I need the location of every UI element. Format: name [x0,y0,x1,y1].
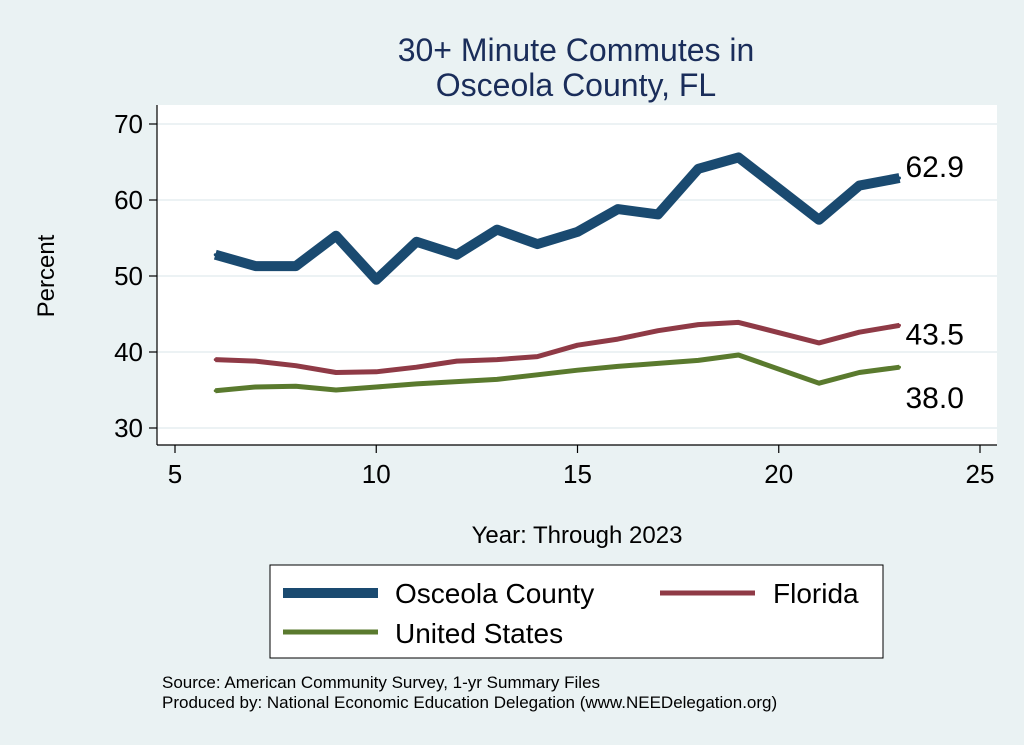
x-tick-label: 20 [764,459,793,489]
data-point [616,207,620,211]
y-tick-label: 50 [114,261,143,291]
legend-box [269,564,884,659]
data-point [696,358,700,362]
end-value-label: 38.0 [906,382,964,415]
producer-note: Produced by: National Economic Education… [162,693,777,712]
data-point [857,184,861,188]
data-point [213,358,217,362]
data-point [495,358,499,362]
data-point [495,228,499,232]
data-point [817,381,821,385]
data-point [656,212,660,216]
data-point [294,264,298,268]
data-point [576,230,579,234]
data-point [696,167,700,171]
axis-ticks: 30 40 50 60 70 5 10 15 20 25 [114,109,994,489]
data-point [334,371,338,375]
legend-label: Florida [773,578,859,609]
data-point [616,337,620,341]
legend-label: United States [395,618,563,649]
end-value-label: 43.5 [906,318,964,351]
data-point [495,377,499,381]
x-tick-label: 25 [966,459,995,489]
y-tick-label: 60 [114,185,143,215]
y-tick-label: 70 [114,109,143,139]
data-point [254,264,257,268]
legend: Osceola County Florida United States [283,578,859,649]
data-point [737,320,740,324]
data-point [294,384,298,388]
data-point [455,380,459,384]
x-tick-label: 5 [168,459,182,489]
x-tick-label: 15 [563,459,592,489]
data-point [616,364,620,368]
data-point [535,355,539,359]
data-point [817,218,821,222]
y-tick-label: 40 [114,337,143,367]
data-point [576,368,579,372]
y-axis-title: Percent [33,234,60,317]
chart-title-line-1: 30+ Minute Commutes in [398,32,755,68]
end-labels: 62.9 43.5 38.0 [906,151,964,415]
data-point [334,388,338,392]
data-point [898,323,901,327]
data-point [737,155,740,159]
data-point [857,371,861,375]
data-point [455,253,459,257]
data-point [817,341,821,345]
data-point [656,361,660,365]
series-lines [213,152,901,394]
data-point [294,364,298,368]
data-point [576,343,579,347]
data-point [857,330,861,334]
data-point [374,370,378,374]
plot-area [157,105,997,445]
data-point [696,323,700,327]
data-point [535,373,539,377]
data-point [656,329,660,333]
data-point [415,365,418,369]
data-point [898,176,901,180]
grid [157,123,997,429]
y-tick-label: 30 [114,413,143,443]
data-point [254,359,257,363]
data-point [415,240,418,244]
legend-label: Osceola County [395,578,594,609]
source-note: Source: American Community Survey, 1-yr … [162,673,600,692]
chart-title-line-2: Osceola County, FL [436,67,716,103]
data-point [213,389,217,393]
data-point [213,253,217,257]
data-point [374,278,378,282]
data-point [334,234,338,238]
data-point [374,385,378,389]
data-point [737,353,740,357]
end-value-label: 62.9 [906,151,964,184]
data-point [254,385,257,389]
x-axis-title: Year: Through 2023 [472,522,683,549]
data-point [535,242,539,246]
x-tick-label: 10 [362,459,391,489]
data-point [415,382,418,386]
data-point [455,359,459,363]
data-point [898,365,901,369]
